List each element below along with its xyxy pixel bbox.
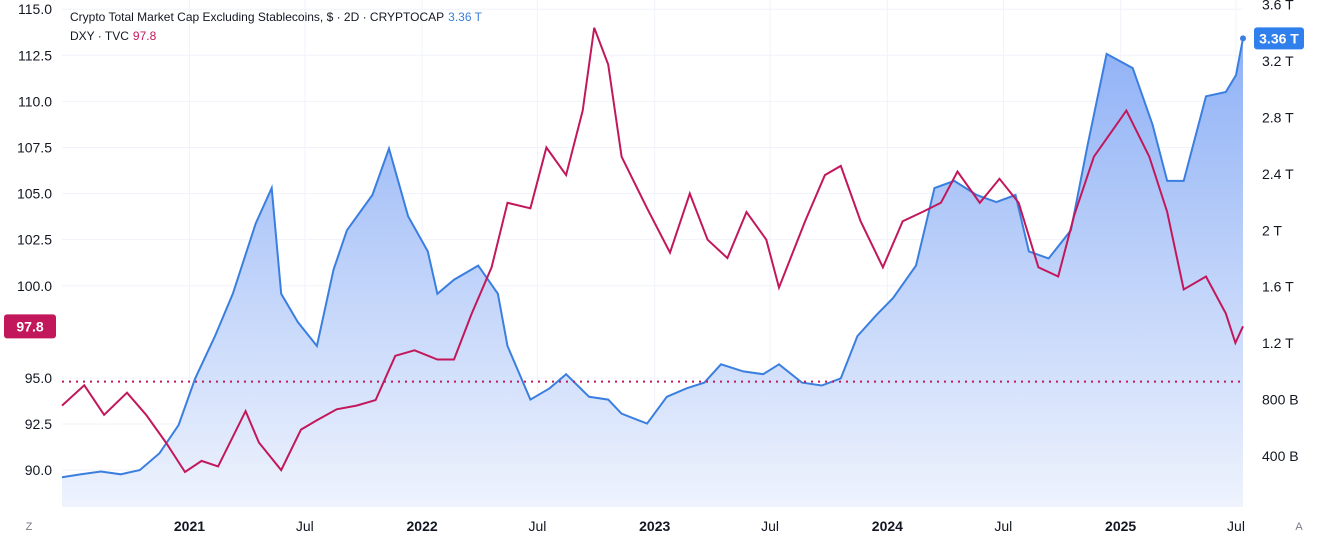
right-tick-label-1: 3.2 T — [1262, 53, 1294, 69]
crypto-price-badge — [1254, 27, 1304, 50]
x-tick-label-6: 2024 — [872, 518, 903, 534]
dxy-price-badge-label: 97.8 — [16, 318, 43, 334]
dxy-line — [61, 27, 1244, 474]
right-tick-label-2: 2.8 T — [1262, 109, 1294, 125]
right-y-axis: 3.6 T 3.2 T 2.8 T 2.4 T 2 T 1.6 T 1.2 T 800 B 40… — [1262, 0, 1299, 464]
legend-dxy: DXY · TVC 97.8 — [70, 29, 156, 43]
x-tick-label-5: Jul — [761, 518, 779, 534]
left-tick-label-7: 95.0 — [25, 370, 52, 386]
price-badges: 3.36 T 97.8 — [4, 27, 1304, 339]
zoom-reset-button[interactable]: Z — [25, 521, 33, 533]
legend-crypto-label: Crypto Total Market Cap Excluding Stable… — [70, 10, 445, 24]
legend-crypto: Crypto Total Market Cap Excluding Stable… — [70, 10, 482, 24]
right-tick-label-3: 2.4 T — [1262, 166, 1294, 182]
left-tick-label-3: 107.5 — [17, 139, 52, 155]
x-tick-label-2: 2022 — [407, 518, 438, 534]
dxy-price-badge — [4, 314, 56, 339]
x-axis: 2021 Jul 2022 Jul 2023 Jul 2024 Jul 2025 Jul — [174, 518, 1245, 534]
x-tick-label-7: Jul — [994, 518, 1012, 534]
right-tick-label-7: 800 B — [1262, 392, 1299, 408]
x-tick-label-4: 2023 — [639, 518, 670, 534]
left-tick-label-2: 110.0 — [18, 93, 52, 109]
right-tick-label-8: 400 B — [1262, 448, 1299, 464]
left-tick-label-1: 112.5 — [18, 47, 52, 63]
crypto-market-cap-line — [61, 38, 1244, 479]
left-y-axis: 115.0 112.5 110.0 107.5 105.0 102.5 100.0 95.0 9… — [17, 1, 52, 478]
left-tick-label-8: 92.5 — [25, 416, 52, 432]
x-tick-label-0: 2021 — [174, 518, 205, 534]
left-tick-label-0: 115.0 — [18, 1, 52, 17]
legend-dxy-label: DXY · TVC — [70, 29, 129, 43]
right-tick-label-6: 1.2 T — [1262, 335, 1294, 351]
legend-crypto-value: 3.36 T — [448, 10, 482, 24]
x-tick-label-9: Jul — [1227, 518, 1245, 534]
crypto-last-point — [1240, 35, 1246, 42]
x-tick-label-1: Jul — [296, 518, 314, 534]
left-tick-label-9: 90.0 — [25, 462, 52, 478]
x-tick-label-3: Jul — [529, 518, 547, 534]
right-tick-label-4: 2 T — [1262, 222, 1282, 238]
auto-scale-button[interactable]: A — [1295, 521, 1303, 533]
crypto-market-cap-area — [62, 38, 1243, 508]
left-tick-label-4: 105.0 — [17, 186, 52, 202]
x-tick-label-8: 2025 — [1105, 518, 1136, 534]
crypto-price-badge-label: 3.36 T — [1259, 30, 1299, 46]
left-tick-label-6: 100.0 — [17, 278, 52, 294]
right-tick-label-0: 3.6 T — [1262, 0, 1294, 13]
right-tick-label-5: 1.6 T — [1262, 279, 1294, 295]
legend-dxy-value: 97.8 — [132, 29, 157, 43]
left-tick-label-5: 102.5 — [17, 232, 52, 248]
